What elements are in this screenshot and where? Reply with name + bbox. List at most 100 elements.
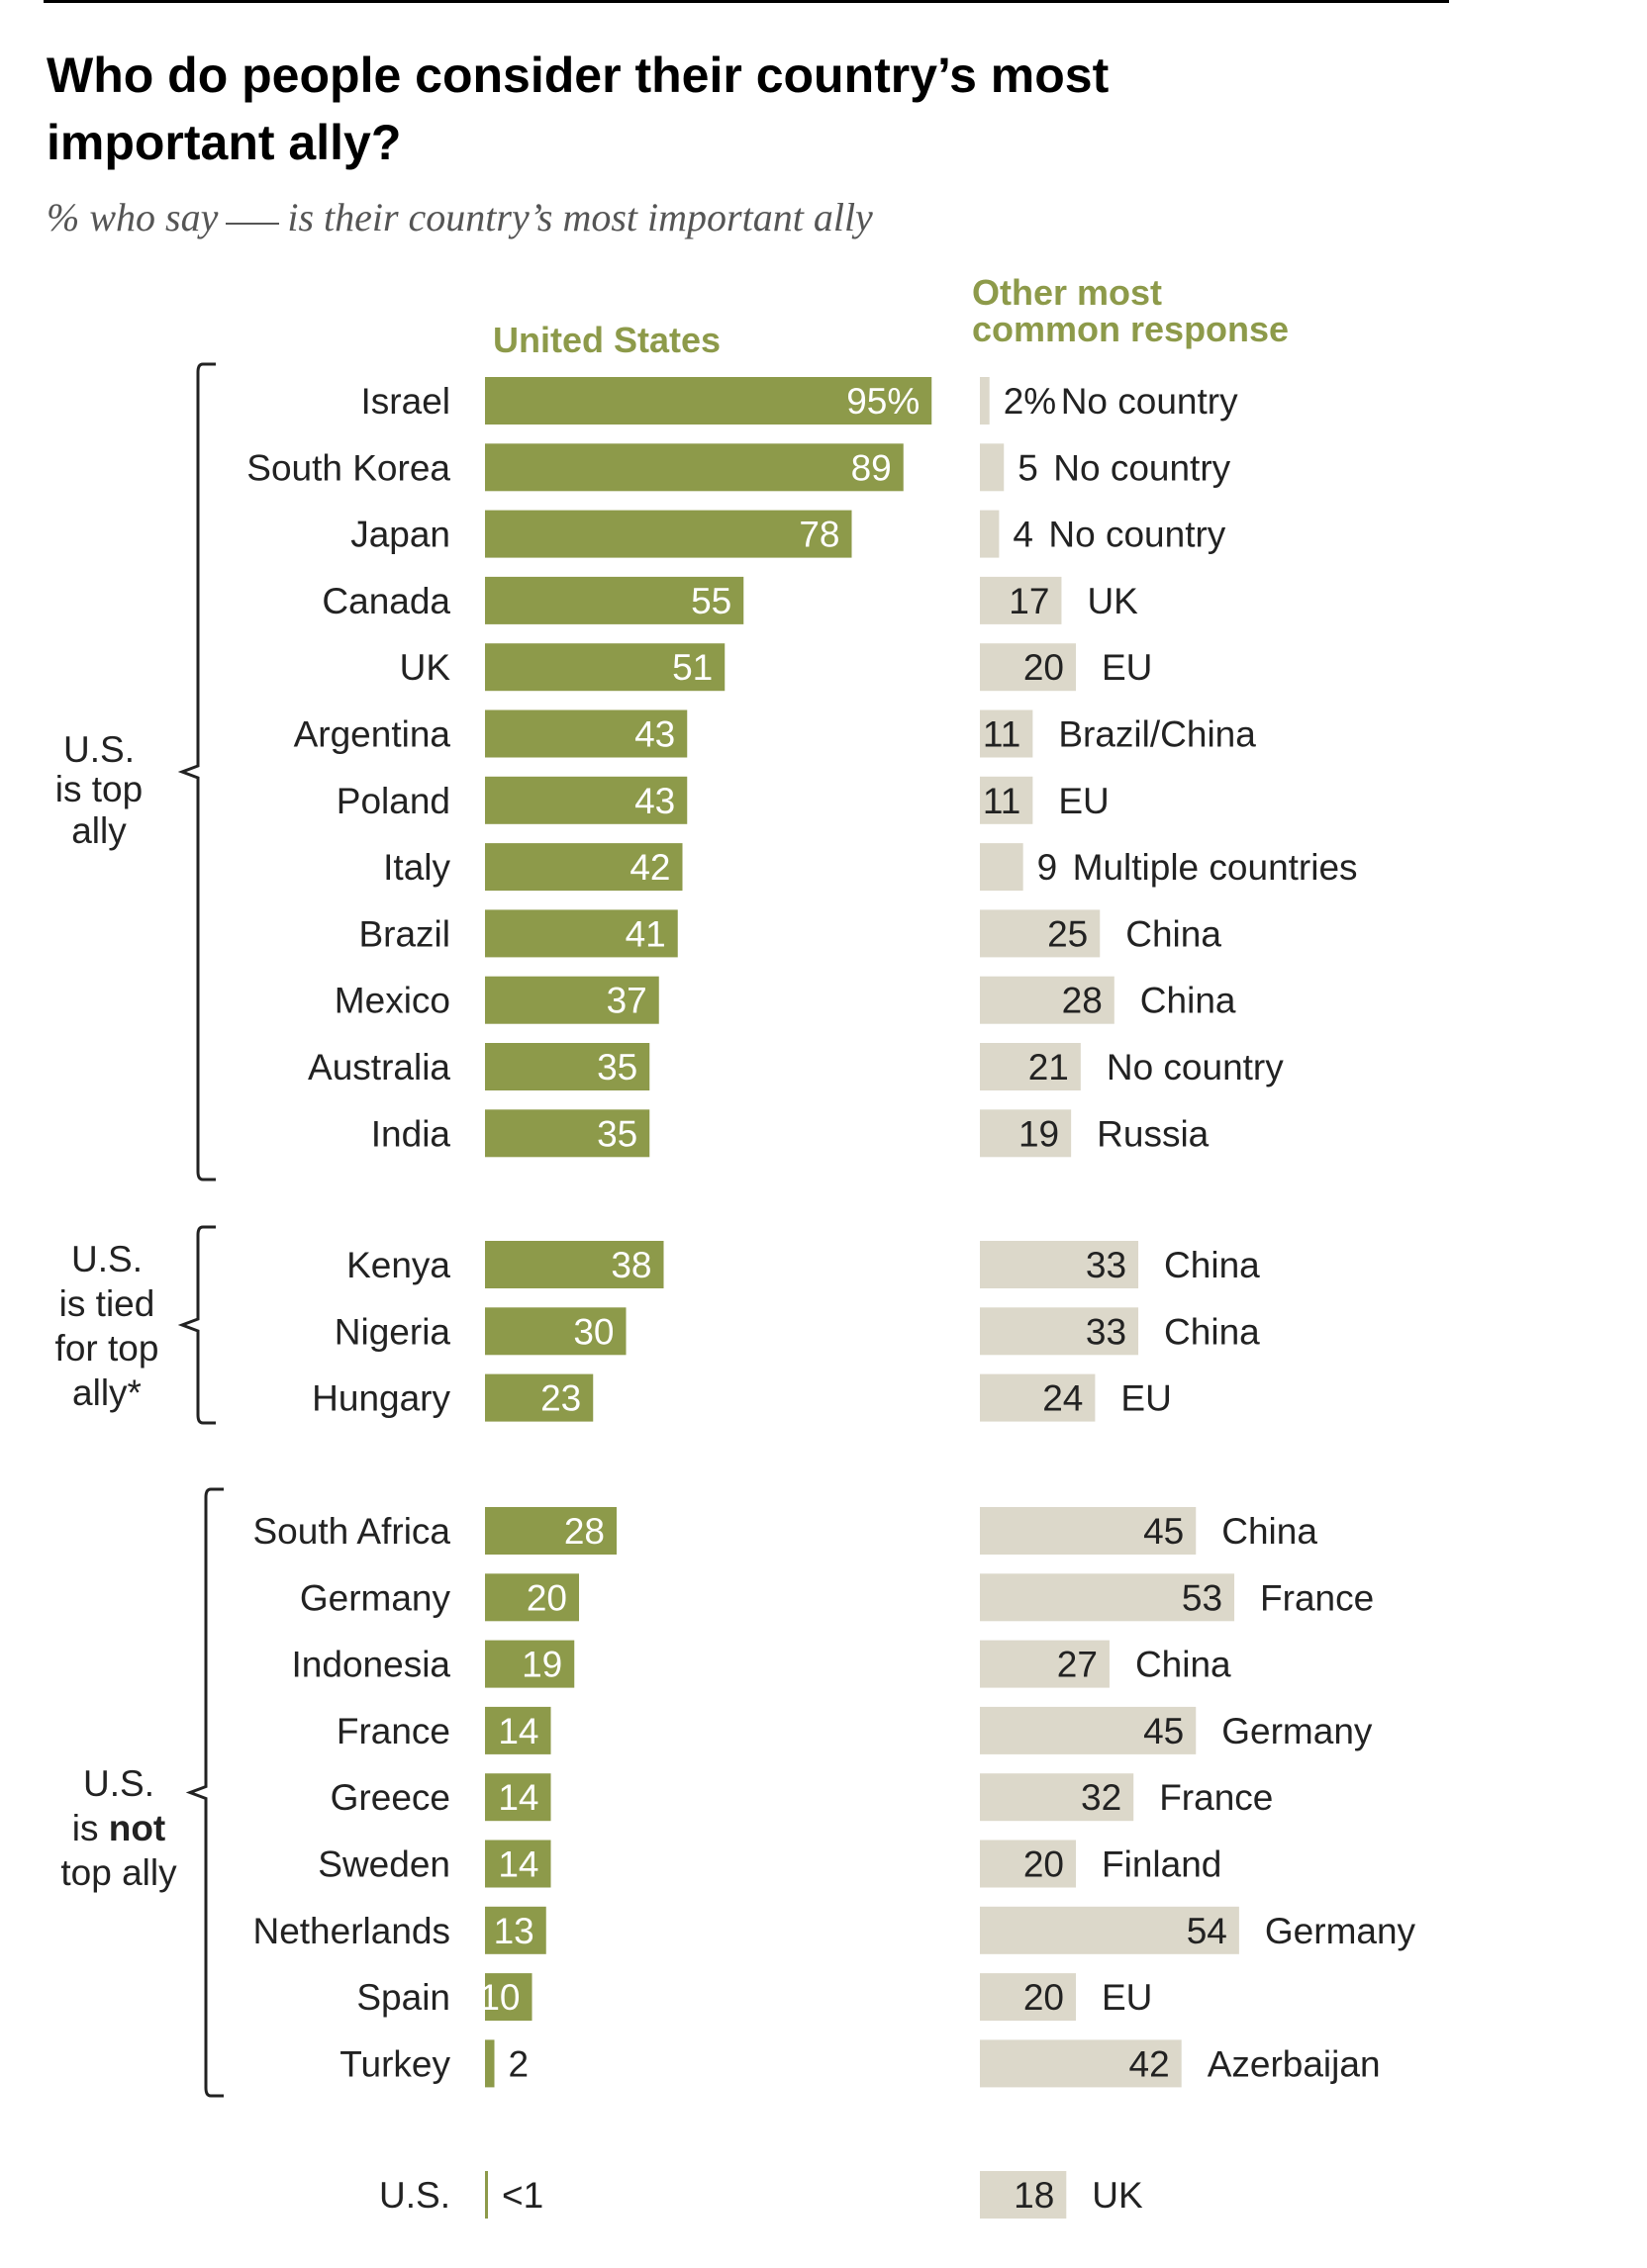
other-value-label: 53: [1182, 1577, 1222, 1618]
group-label-line: is top: [55, 769, 143, 809]
other-bar: [980, 2171, 1067, 2219]
country-label: South Africa: [252, 1511, 450, 1552]
us-value-label: 41: [626, 913, 666, 954]
us-bar: [485, 2171, 488, 2219]
us-value-label: 14: [498, 1844, 538, 1885]
other-country-label: UK: [1092, 2175, 1143, 2216]
country-label: Brazil: [358, 913, 450, 954]
country-label: UK: [400, 647, 451, 688]
subtitle-blank: [226, 223, 280, 225]
us-value-label: 10: [479, 1977, 520, 2018]
other-bar: [980, 1241, 1139, 1288]
us-bar: [485, 1573, 579, 1622]
country-label: Indonesia: [292, 1645, 451, 1685]
us-value-label: 37: [607, 981, 647, 1021]
us-bar: [485, 1906, 546, 1954]
group-label-line: U.S.: [71, 1239, 143, 1279]
other-bar: [980, 776, 1033, 824]
us-value-label: 35: [597, 1047, 637, 1087]
us-value-label: <1: [502, 2175, 543, 2216]
country-label: Hungary: [312, 1378, 450, 1419]
other-country-label: EU: [1120, 1378, 1171, 1419]
other-bar: [980, 1109, 1072, 1158]
subtitle-end: is their country’s most important ally: [287, 195, 873, 239]
other-country-label: France: [1260, 1577, 1374, 1618]
other-country-label: EU: [1102, 1977, 1152, 2018]
us-bar: [485, 1973, 533, 2022]
other-value-label: 45: [1143, 1511, 1184, 1552]
chart-subtitle: % who say is their country’s most importa…: [47, 194, 873, 240]
us-value-label: 89: [851, 447, 892, 488]
other-bar: [980, 1307, 1139, 1356]
other-bar: [980, 1773, 1134, 1822]
country-label: Greece: [331, 1777, 450, 1818]
other-country-label: Multiple countries: [1073, 847, 1358, 888]
other-bar: [980, 1507, 1197, 1555]
other-value-label: 33: [1086, 1245, 1126, 1285]
us-bar: [485, 909, 678, 958]
other-bar: [980, 443, 1005, 492]
us-bar: [485, 443, 904, 492]
other-bar: [980, 843, 1023, 892]
other-bar: [980, 576, 1062, 624]
country-label: Sweden: [318, 1844, 450, 1885]
us-bar: [485, 643, 726, 692]
us-value-label: 38: [611, 1245, 651, 1285]
other-bar: [980, 1043, 1081, 1090]
other-value-label: 33: [1086, 1311, 1126, 1352]
other-bar: [980, 1373, 1096, 1422]
us-value-label: 13: [494, 1911, 534, 1951]
other-country-label: China: [1221, 1511, 1317, 1552]
country-label: Israel: [361, 381, 450, 422]
other-value-label: 11: [983, 781, 1020, 821]
other-bar: [980, 2039, 1182, 2088]
us-value-label: 51: [672, 647, 713, 688]
chart-title: Who do people consider their country’s m…: [47, 47, 1110, 170]
other-bar: [980, 1640, 1110, 1688]
us-bar: [485, 1840, 551, 1888]
other-country-label: China: [1164, 1245, 1260, 1285]
country-label: Australia: [308, 1047, 450, 1087]
country-label: India: [371, 1113, 451, 1154]
us-value-label: 2: [509, 2043, 530, 2084]
other-bar: [980, 1573, 1235, 1622]
other-country-label: China: [1125, 913, 1221, 954]
country-label: Canada: [322, 581, 450, 621]
us-bar: [485, 1307, 627, 1356]
other-value-label: 11: [983, 714, 1020, 755]
us-bar: [485, 1373, 594, 1422]
other-country-label: EU: [1102, 647, 1152, 688]
us-value-label: 14: [498, 1777, 538, 1818]
us-bar: [485, 709, 688, 758]
other-value-label: 25: [1047, 913, 1088, 954]
other-country-label: UK: [1087, 581, 1138, 621]
us-value-label: 42: [630, 847, 670, 888]
group-label-line: top ally: [60, 1852, 177, 1893]
country-label: Turkey: [339, 2043, 450, 2084]
other-country-label: No country: [1053, 447, 1230, 488]
group-bracket: [185, 1487, 224, 2098]
us-bar: [485, 1241, 664, 1288]
us-bar: [485, 976, 659, 1024]
other-bar: [980, 1706, 1197, 1754]
other-value-label: 45: [1143, 1711, 1184, 1751]
us-value-label: 28: [564, 1511, 605, 1552]
other-value-label: 18: [1014, 2175, 1054, 2216]
us-value-label: 78: [799, 515, 839, 555]
other-country-label: Finland: [1102, 1844, 1221, 1885]
us-value-label: 55: [691, 581, 731, 621]
us-bar: [485, 2039, 495, 2088]
us-value-label: 43: [634, 781, 675, 821]
country-label: Germany: [300, 1577, 451, 1618]
us-value-label: 95%: [846, 381, 920, 422]
other-bar: [980, 1973, 1076, 2022]
group-bracket: [177, 362, 216, 1181]
other-value-label: 20: [1023, 647, 1064, 688]
other-country-label: EU: [1058, 781, 1109, 821]
other-value-label: 17: [1009, 581, 1049, 621]
us-bar: [485, 1043, 650, 1090]
subtitle-start: % who say: [47, 195, 219, 239]
other-value-label: 27: [1057, 1645, 1098, 1685]
other-country-label: No country: [1061, 381, 1238, 422]
